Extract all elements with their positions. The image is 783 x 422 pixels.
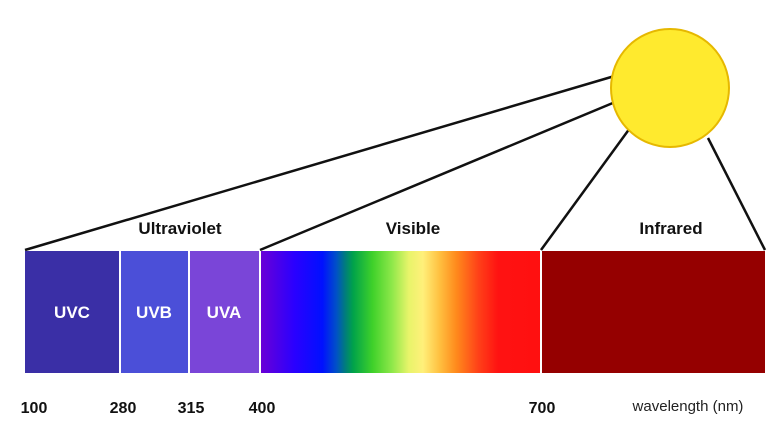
sun-rays [24, 73, 767, 252]
spectrum-bar [25, 251, 765, 373]
ray-to-visible [259, 98, 621, 252]
band-uvc [25, 251, 119, 373]
band-visible [261, 251, 540, 373]
sun [610, 28, 730, 148]
tick-label-100: 100 [21, 400, 48, 417]
tick-label-700: 700 [529, 400, 556, 417]
region-label-visible: Visible [386, 219, 441, 238]
tick-label-400: 400 [249, 400, 276, 417]
tick-label-315: 315 [178, 400, 205, 417]
ray-to-visible-end [539, 127, 632, 251]
band-label-uvb: UVB [136, 303, 172, 322]
ray-to-infrared-end [706, 137, 767, 251]
axis-label-wavelength: wavelength (nm) [632, 398, 744, 415]
band-uvb [121, 251, 188, 373]
ray-to-ultraviolet [24, 73, 619, 252]
band-uva [190, 251, 259, 373]
band-infrared [542, 251, 765, 373]
band-label-uvc: UVC [54, 303, 90, 322]
tick-label-280: 280 [110, 400, 137, 417]
region-label-ultraviolet: Ultraviolet [138, 219, 221, 238]
band-label-uva: UVA [207, 303, 242, 322]
region-label-infrared: Infrared [639, 219, 702, 238]
